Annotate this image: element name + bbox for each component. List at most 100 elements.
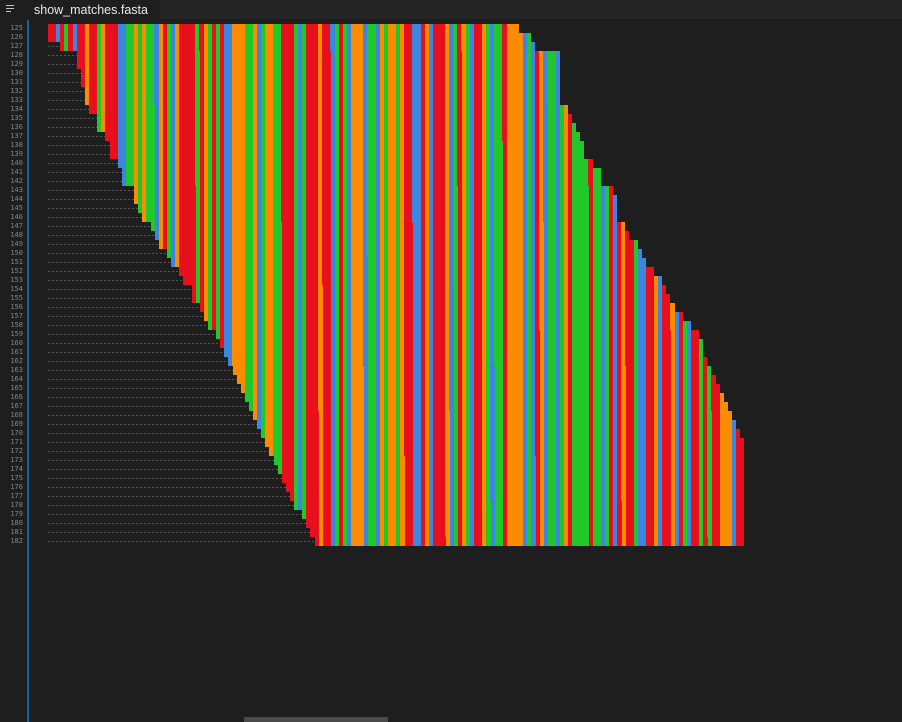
base-C: [359, 249, 364, 258]
base-A: [551, 141, 556, 150]
base-T: [257, 375, 262, 384]
base-C: [379, 204, 384, 213]
base-G: [113, 141, 118, 150]
base-T: [428, 330, 434, 339]
base-A: [146, 123, 151, 132]
base-A: [273, 357, 278, 366]
editor[interactable]: 125 126 127 128 129 130 131 132 133 134 135 136 137 1…: [0, 20, 902, 722]
base-G: [404, 339, 409, 348]
base-G: [617, 240, 622, 249]
base-A: [166, 222, 171, 231]
base-A: [465, 249, 470, 258]
base-C: [392, 213, 397, 222]
base-A: [494, 105, 499, 114]
base-G: [457, 240, 462, 249]
base-C: [265, 195, 270, 204]
base-G: [437, 375, 442, 384]
base-A: [551, 168, 556, 177]
base-C: [269, 87, 274, 96]
base-A: [248, 375, 253, 384]
base-A: [547, 123, 552, 132]
base-A: [559, 285, 565, 294]
base-T: [449, 249, 454, 258]
base-T: [298, 366, 303, 375]
base-T: [375, 357, 380, 366]
base-A: [334, 222, 339, 231]
base-G: [211, 159, 216, 168]
base-G: [326, 96, 331, 105]
base-A: [465, 105, 470, 114]
base-A: [334, 276, 339, 285]
base-T: [600, 366, 606, 375]
aligned-segment: [154, 231, 630, 240]
base-C: [514, 33, 519, 42]
base-A: [604, 222, 609, 231]
base-G: [220, 168, 225, 177]
base-T: [297, 105, 302, 114]
base-T: [346, 114, 351, 123]
base-A: [633, 375, 638, 384]
base-G: [314, 213, 319, 222]
base-G: [695, 348, 700, 357]
base-T: [613, 366, 618, 375]
base-C: [379, 150, 384, 159]
base-G: [281, 294, 286, 303]
base-C: [445, 195, 450, 204]
base-C: [379, 186, 384, 195]
base-T: [641, 321, 646, 330]
base-A: [576, 159, 581, 168]
base-T: [346, 186, 352, 195]
base-G: [326, 51, 331, 60]
base-A: [559, 222, 564, 231]
base-G: [306, 267, 311, 276]
base-G: [314, 249, 319, 258]
base-A: [367, 204, 372, 213]
base-A: [584, 159, 589, 168]
base-A: [486, 294, 491, 303]
base-T: [121, 177, 126, 186]
base-C: [142, 78, 147, 87]
base-T: [297, 285, 303, 294]
base-C: [240, 357, 245, 366]
base-A: [580, 321, 585, 330]
base-A: [494, 375, 499, 384]
base-C: [400, 132, 405, 141]
aligned-segment: [240, 384, 720, 393]
base-C: [236, 60, 241, 69]
base-A: [244, 384, 249, 393]
base-T: [346, 24, 351, 33]
base-A: [596, 276, 601, 285]
base-T: [416, 51, 421, 60]
base-C: [670, 384, 675, 393]
base-C: [351, 213, 356, 222]
base-A: [371, 78, 376, 87]
base-C: [240, 231, 245, 240]
base-A: [301, 96, 306, 105]
base-G: [535, 339, 540, 348]
base-A: [465, 177, 470, 186]
base-G: [289, 276, 294, 285]
base-T: [412, 78, 417, 87]
base-T: [449, 222, 454, 231]
base-C: [379, 276, 384, 285]
base-A: [465, 240, 470, 249]
line-number: 167: [10, 402, 23, 410]
tab-show-matches[interactable]: show_matches.fasta: [0, 0, 160, 20]
base-C: [232, 186, 237, 195]
base-A: [215, 150, 221, 159]
base-T: [428, 60, 433, 69]
base-T: [428, 339, 434, 348]
base-G: [432, 114, 437, 123]
base-G: [617, 267, 622, 276]
base-C: [133, 24, 139, 33]
base-C: [318, 321, 323, 330]
gap-dots: [48, 141, 110, 150]
base-A: [559, 321, 565, 330]
base-G: [314, 294, 319, 303]
base-C: [379, 168, 384, 177]
base-G: [310, 33, 315, 42]
base-C: [318, 312, 323, 321]
base-A: [273, 321, 278, 330]
base-G: [433, 330, 438, 339]
base-A: [244, 303, 249, 312]
